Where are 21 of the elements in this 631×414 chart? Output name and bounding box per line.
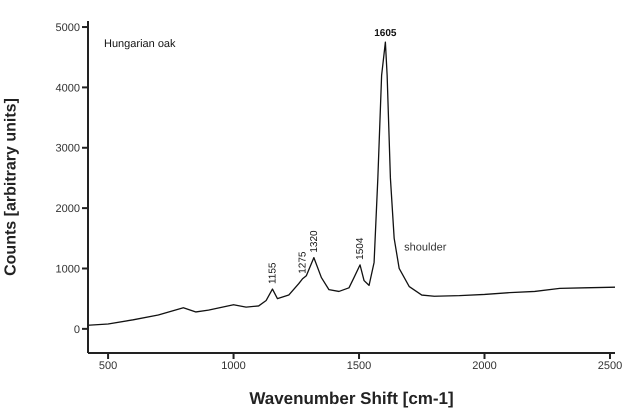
y-tick-label: 5000 [56, 22, 80, 34]
annotation: 1155 [267, 262, 278, 284]
y-tick-label: 4000 [56, 82, 80, 94]
y-tick-label: 3000 [56, 142, 80, 155]
x-tick-label: 1500 [346, 360, 372, 372]
y-tick-label: 2000 [56, 203, 80, 216]
x-tick-label: 1000 [221, 360, 246, 372]
x-tick-label: 2000 [472, 360, 497, 372]
y-tick-label: 1000 [56, 263, 80, 276]
x-tick-label: 2500 [598, 360, 622, 372]
annotation: 1275 [298, 251, 309, 274]
annotation: 1605 [374, 28, 397, 40]
annotation: shoulder [404, 241, 447, 254]
y-tick-label: 0 [74, 324, 80, 336]
line-series [88, 41, 615, 326]
x-tick-label: 500 [98, 360, 118, 372]
annotation: 1504 [355, 237, 366, 260]
x-axis-title: Wavenumber Shift [cm-1] [249, 389, 454, 408]
annotation: Hungarian oak [104, 38, 176, 50]
annotation: 1320 [308, 230, 320, 253]
y-axis-title: Counts [arbitrary units] [2, 98, 20, 276]
